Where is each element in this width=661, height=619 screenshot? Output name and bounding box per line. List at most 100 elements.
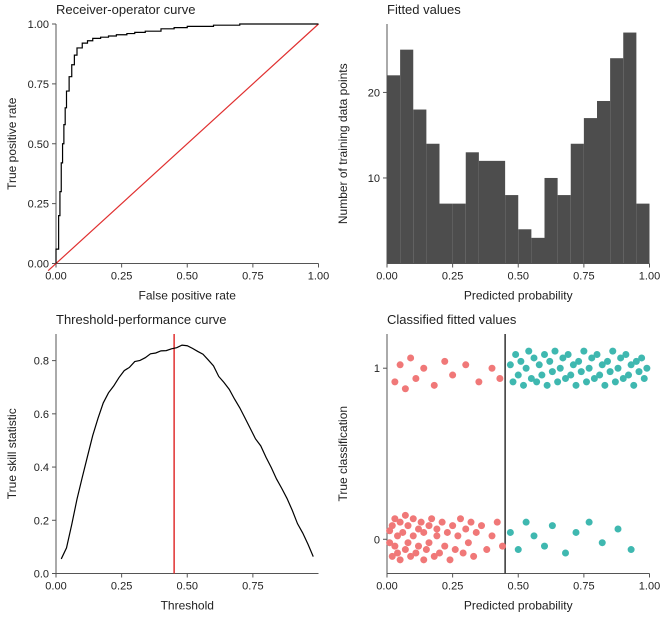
svg-text:0.00: 0.00 [376,271,397,283]
scatter-point-neg [441,357,448,364]
scatter-point-pos [509,378,516,385]
hist-bar [597,101,610,264]
scatter-point-pos [614,364,621,371]
scatter-point-neg [457,515,464,522]
scatter-point-pos [596,371,603,378]
hist-bar [426,144,439,264]
hist-bar [570,144,583,264]
svg-text:1.00: 1.00 [308,271,329,283]
y-axis-label: True classification [336,405,350,501]
scatter-point-pos [640,374,647,381]
roc-chart: 0.000.250.500.751.000.000.250.500.751.00… [0,0,331,310]
scatter-point-pos [551,347,558,354]
svg-text:0.00: 0.00 [376,580,397,592]
scatter-point-neg [409,532,416,539]
scatter-point-neg [401,546,408,553]
scatter-point-pos [609,347,616,354]
scatter-point-neg [404,522,411,529]
scatter-point-neg [467,518,474,525]
svg-text:0.25: 0.25 [441,580,462,592]
scatter-point-neg [472,528,479,535]
scatter-point-neg [417,518,424,525]
scatter-point-neg [420,364,427,371]
scatter-point-neg [446,556,453,563]
hist-bar [518,229,531,263]
x-axis-label: False positive rate [139,289,237,303]
scatter-point-neg [488,364,495,371]
scatter-point-pos [577,368,584,375]
hist-panel: 0.000.250.500.751.001020Fitted valuesPre… [331,0,661,310]
scatter-point-pos [604,357,611,364]
scatter-point-neg [443,528,450,535]
scatter-point-neg [415,542,422,549]
hist-bar [478,161,491,264]
scatter-point-neg [441,542,448,549]
svg-text:1: 1 [373,363,379,375]
hist-bar [465,152,478,263]
hist-bar [557,195,570,263]
scatter-point-neg [391,542,398,549]
svg-text:0.50: 0.50 [177,271,198,283]
scatter-point-neg [404,539,411,546]
scatter-point-neg [422,546,429,553]
svg-text:0.75: 0.75 [573,271,594,283]
scatter-point-pos [585,364,592,371]
svg-text:0.0: 0.0 [34,568,49,580]
roc-diagonal [48,24,318,271]
scatter-point-pos [601,381,608,388]
scatter-point-neg [462,361,469,368]
threshold-curve [61,345,313,559]
scatter-point-pos [522,364,529,371]
svg-text:0.6: 0.6 [34,408,49,420]
y-axis-label: True positive rate [5,97,19,190]
scatter-point-neg [449,522,456,529]
scatter-point-neg [488,532,495,539]
chart-title: Threshold-performance curve [56,312,227,327]
scatter-point-neg [462,525,469,532]
svg-text:20: 20 [367,87,379,99]
scatter-point-pos [585,518,592,525]
chart-title: Fitted values [387,2,461,17]
threshold-panel: 0.000.250.500.750.00.20.40.60.8Threshold… [0,310,331,619]
scatter-point-pos [522,518,529,525]
scatter-point-pos [638,354,645,361]
scatter-point-neg [475,378,482,385]
hist-bar [452,204,465,264]
scatter-point-neg [496,374,503,381]
y-axis-label: Number of training data points [336,63,350,224]
svg-text:0.00: 0.00 [45,580,66,592]
scatter-point-neg [396,518,403,525]
svg-text:1.00: 1.00 [28,19,49,31]
scatter-point-neg [388,522,395,529]
scatter-point-pos [525,347,532,354]
hist-bar [583,118,596,263]
scatter-point-pos [541,542,548,549]
scatter-point-neg [464,539,471,546]
scatter-point-neg [430,381,437,388]
scatter-point-neg [412,374,419,381]
scatter-point-pos [554,378,561,385]
svg-text:1.00: 1.00 [638,271,659,283]
scatter-point-pos [514,546,521,553]
scatter-point-neg [499,542,506,549]
svg-text:1.00: 1.00 [638,580,659,592]
scatter-point-pos [514,371,521,378]
svg-text:0.75: 0.75 [573,580,594,592]
scatter-point-pos [611,378,618,385]
scatter-point-pos [627,546,634,553]
hist-bar [413,110,426,264]
scatter-point-pos [548,368,555,375]
scatter-point-neg [396,556,403,563]
scatter-point-neg [409,515,416,522]
scatter-point-pos [635,368,642,375]
hist-bar [439,204,452,264]
hist-bar [610,58,623,263]
scatter-point-neg [399,528,406,535]
scatter-point-pos [541,351,548,358]
scatter-point-neg [412,549,419,556]
x-axis-label: Threshold [161,598,214,612]
scatter-point-pos [562,549,569,556]
scatter-point-neg [407,354,414,361]
y-axis-label: True skill statistic [5,408,19,499]
scatter-point-neg [478,522,485,529]
